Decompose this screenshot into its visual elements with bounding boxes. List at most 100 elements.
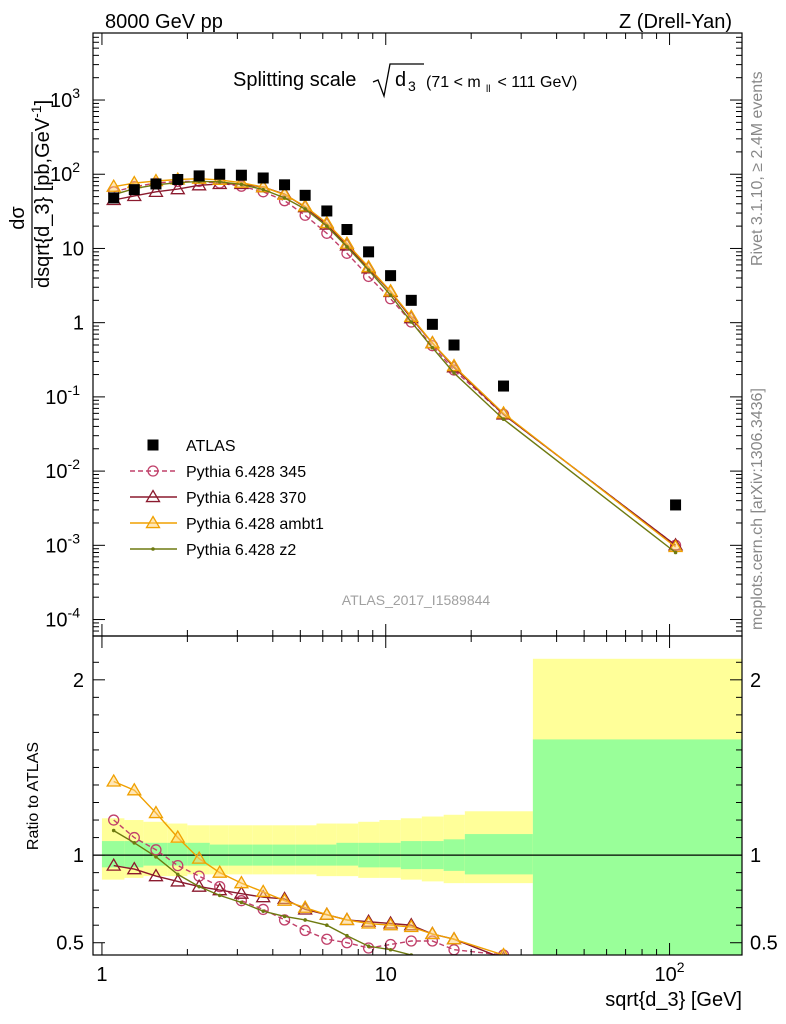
data-marker — [319, 906, 335, 920]
data-marker — [191, 878, 207, 892]
data-marker — [299, 924, 311, 937]
header-right-label: Z (Drell-Yan) — [619, 11, 732, 33]
data-marker — [132, 841, 137, 845]
data-marker — [405, 294, 417, 306]
main-ylabel-exponent: -1 — [28, 105, 44, 118]
data-marker — [446, 358, 462, 372]
data-marker — [321, 227, 333, 239]
y-tick-label: 1 — [73, 313, 84, 335]
data-marker — [150, 178, 162, 190]
data-marker — [175, 872, 180, 877]
y-tick-label: 10 — [62, 238, 84, 260]
plot-title: Splitting scale d 3 (71 < m ll < 111 GeV… — [233, 63, 577, 99]
data-marker — [297, 899, 313, 913]
legend-item-data: ATLAS — [147, 438, 236, 455]
main-ylabel: dσ dsqrt{d_3} [pb,GeV-1] — [7, 100, 54, 288]
data-marker — [126, 782, 142, 796]
main-ylabel-denominator-text: dsqrt{d_3} [pb,GeV — [32, 117, 54, 288]
data-marker — [303, 207, 307, 211]
band-inner — [101, 841, 125, 868]
data-marker — [261, 909, 266, 913]
ratio-y-tick-label-right: 1 — [750, 845, 761, 867]
data-marker — [145, 489, 161, 503]
band-inner — [124, 841, 144, 868]
data-marker — [673, 550, 678, 555]
data-marker — [255, 884, 271, 898]
ratio-y-tick-label-left: 1 — [73, 845, 84, 867]
data-marker — [172, 173, 184, 185]
data-marker — [217, 180, 222, 184]
data-marker — [279, 179, 291, 191]
data-marker — [235, 169, 247, 181]
data-marker — [197, 884, 201, 889]
uncertainty-bands — [101, 658, 742, 955]
legend-item-ambt1: Pythia 6.428 ambt1 — [130, 515, 324, 533]
data-marker — [303, 918, 307, 922]
data-marker — [147, 465, 159, 477]
legend-item-z2: Pythia 6.428 z2 — [130, 542, 296, 559]
data-marker — [448, 339, 460, 351]
y-tick-label: 10-4 — [45, 605, 80, 632]
legend-label: Pythia 6.428 345 — [186, 464, 306, 481]
data-marker — [151, 547, 155, 551]
y-tick-label: 10-1 — [45, 382, 80, 409]
y-tick-label-exponent: -1 — [68, 382, 81, 398]
data-marker — [345, 245, 349, 249]
data-marker — [106, 773, 122, 787]
data-marker — [670, 499, 682, 511]
y-tick-label-mantissa: 10 — [45, 461, 67, 483]
data-marker — [191, 177, 207, 191]
y-tick-label-mantissa: 10 — [62, 238, 84, 260]
data-marker — [426, 318, 438, 330]
y-tick-label: 103 — [50, 85, 80, 112]
data-marker — [106, 857, 122, 871]
legend-label: ATLAS — [186, 438, 236, 455]
y-tick-label-mantissa: 1 — [73, 313, 84, 335]
data-marker — [297, 198, 313, 212]
data-marker — [345, 933, 349, 938]
data-marker — [321, 205, 333, 217]
y-tick-label: 102 — [50, 159, 80, 186]
data-marker — [108, 192, 120, 204]
data-marker — [154, 855, 158, 859]
data-marker — [431, 960, 435, 964]
data-marker — [424, 926, 441, 940]
data-marker — [409, 320, 414, 324]
y-tick-label-mantissa: 10 — [45, 610, 67, 632]
legend-label: Pythia 6.428 370 — [186, 490, 306, 507]
data-marker — [239, 182, 244, 187]
data-marker — [148, 184, 164, 197]
y-tick-label-exponent: -2 — [68, 456, 81, 472]
data-marker — [362, 942, 375, 954]
data-marker — [360, 915, 377, 929]
data-marker — [214, 168, 226, 180]
data-marker — [430, 345, 435, 350]
plot-title-prefix: Splitting scale — [233, 69, 356, 91]
data-marker — [325, 923, 329, 928]
y-tick-label-exponent: 2 — [72, 159, 80, 175]
data-marker — [363, 246, 375, 258]
data-marker — [498, 380, 510, 392]
data-marker — [193, 170, 205, 182]
y-tick-label-mantissa: 10 — [50, 90, 72, 112]
analysis-tag: ATLAS_2017_I1589844 — [342, 592, 491, 608]
x-tick-label-mantissa: 10 — [375, 964, 397, 986]
y-tick-label: 10-3 — [45, 530, 80, 557]
x-tick-label-exponent: 2 — [677, 959, 685, 975]
data-marker — [257, 172, 269, 184]
xlabel: sqrt{d_3} [GeV] — [605, 989, 742, 1011]
data-marker — [233, 885, 250, 899]
ratio-series-p345 — [108, 814, 510, 955]
data-marker — [276, 892, 293, 906]
plot-title-range-right: < 111 GeV) — [493, 74, 577, 91]
plot-title-range-sub: ll — [486, 84, 490, 95]
ratio-series-ambt1 — [106, 773, 509, 955]
data-marker — [217, 893, 222, 898]
data-marker — [403, 919, 419, 933]
data-marker — [126, 861, 142, 875]
ratio-y-tick-label-right: 0.5 — [750, 933, 778, 955]
data-marker — [233, 875, 250, 889]
data-marker — [148, 868, 164, 882]
data-marker — [239, 900, 244, 905]
